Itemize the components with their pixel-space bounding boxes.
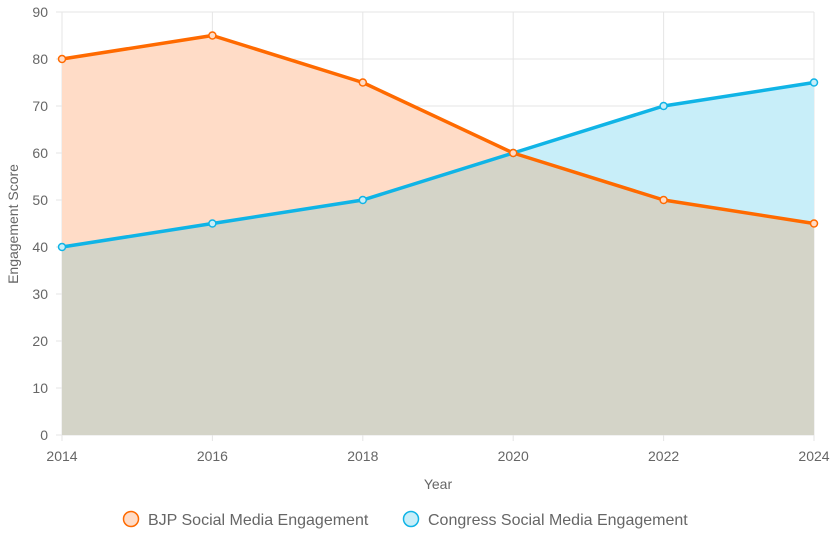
x-tick-label: 2024 [798,448,829,464]
y-tick-label: 30 [32,286,48,302]
y-tick-label: 40 [32,239,48,255]
x-tick-label: 2020 [498,448,529,464]
chart-lines [61,33,815,249]
congress-point [208,219,217,228]
congress-point [809,78,819,87]
legend-swatch [402,510,420,528]
y-tick-label: 90 [32,4,48,20]
y-tick-label: 70 [32,98,48,114]
y-tick-label: 0 [40,427,48,443]
chart-areas [62,35,814,435]
bjp-point [358,78,368,87]
y-tick-label: 60 [32,145,48,161]
bjp-point [57,54,67,64]
legend: BJP Social Media Engagement Congress Soci… [122,510,689,530]
x-tick-label: 2022 [648,448,679,464]
congress-line [61,80,815,249]
bjp-point [508,148,518,158]
y-axis-ticks: 0 10 20 30 40 50 60 70 80 90 [32,4,48,443]
bjp-point [809,219,819,228]
congress-point [659,101,668,111]
x-tick-label: 2016 [197,448,228,464]
bjp-point [659,195,668,205]
legend-label: BJP Social Media Engagement [148,512,369,529]
overlap-area [62,153,814,435]
x-axis-ticks: 2014 2016 2018 2020 2022 2024 [46,448,829,464]
chart-points [57,31,819,252]
x-tick-label: 2018 [347,448,378,464]
legend-item-congress[interactable]: Congress Social Media Engagement [402,510,689,530]
congress-point [358,195,368,205]
bjp-line [61,33,815,226]
y-axis-label: Engagement Score [5,164,21,284]
y-tick-label: 10 [32,380,48,396]
bjp-point [208,31,217,40]
legend-label: Congress Social Media Engagement [428,512,688,529]
y-tick-label: 20 [32,333,48,349]
legend-swatch [122,510,140,528]
x-tick-label: 2014 [46,448,77,464]
x-axis-label: Year [424,476,453,492]
y-tick-label: 50 [32,192,48,208]
legend-item-bjp[interactable]: BJP Social Media Engagement [122,510,369,530]
congress-point [57,242,67,252]
y-tick-label: 80 [32,51,48,67]
